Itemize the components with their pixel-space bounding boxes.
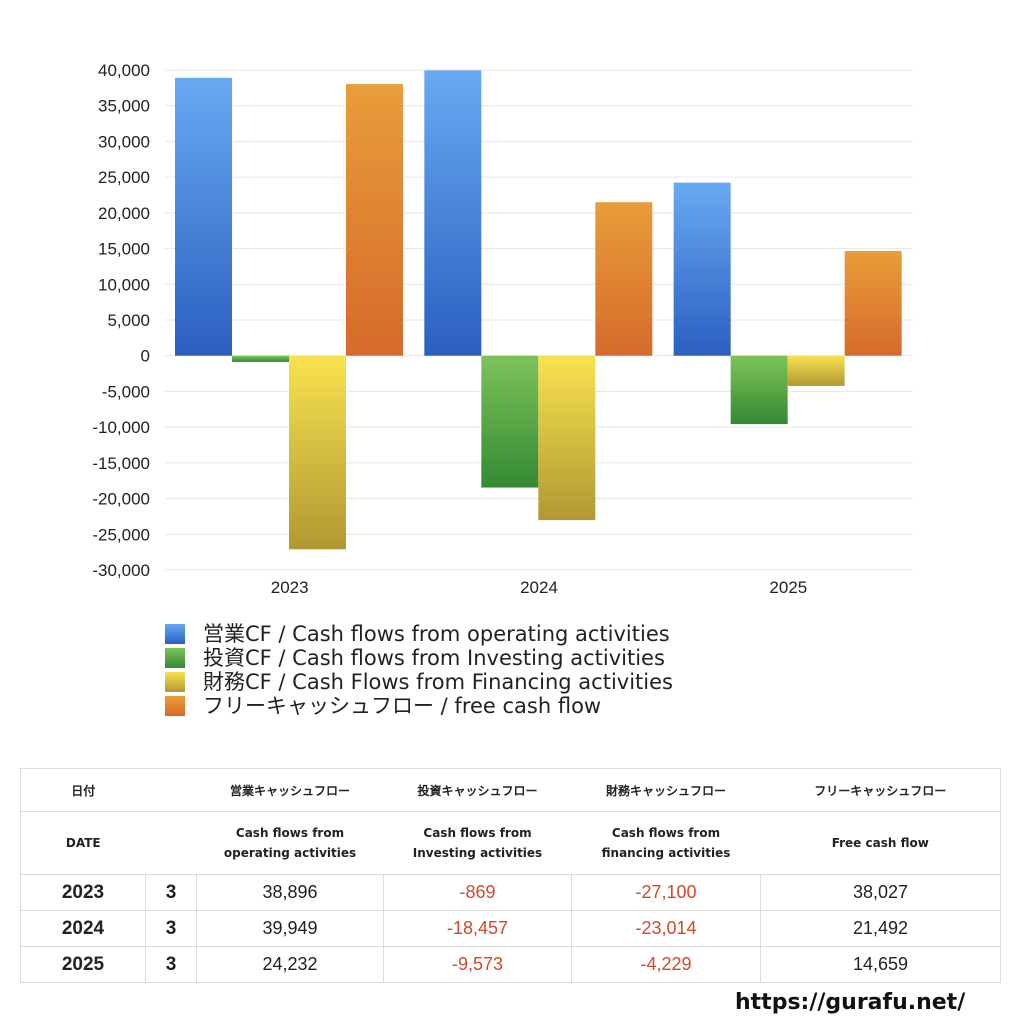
header-operating-ja: 営業キャッシュフロー: [196, 768, 384, 812]
y-tick-label: 0: [141, 347, 150, 366]
bar-1-2025: [673, 182, 731, 356]
legend-label-financing: 財務CF / Cash Flows from Financing activit…: [203, 670, 673, 694]
header-investing-en-line1: Cash flows from: [423, 826, 532, 840]
y-tick-label: -5,000: [102, 382, 150, 401]
legend-item-operating: 営業CF / Cash flows from operating activit…: [165, 622, 673, 646]
y-tick-label: 35,000: [98, 97, 150, 116]
table-row: 2025 3 24,232 -9,573 -4,229 14,659: [20, 946, 1001, 983]
bar-4-2025: [844, 251, 902, 356]
row-operating: 38,896: [196, 874, 384, 911]
row-year: 2023: [20, 874, 146, 911]
legend-label-operating: 営業CF / Cash flows from operating activit…: [203, 622, 670, 646]
cash-flow-table: 日付 営業キャッシュフロー 投資キャッシュフロー 財務キャッシュフロー フリーキ…: [20, 768, 1001, 983]
header-financing-en-line2: financing activities: [601, 846, 731, 860]
header-investing-en-line2: Investing activities: [412, 846, 543, 860]
y-tick-label: 20,000: [98, 204, 150, 223]
row-operating: 24,232: [196, 946, 384, 983]
table-header-ja: 日付 営業キャッシュフロー 投資キャッシュフロー 財務キャッシュフロー フリーキ…: [20, 768, 1001, 812]
row-investing: -869: [383, 874, 572, 911]
y-tick-label: -25,000: [92, 525, 150, 544]
header-date-ja: 日付: [20, 768, 146, 812]
header-operating-en: Cash flows from operating activities: [196, 811, 384, 875]
bar-3-2024: [538, 355, 596, 521]
bar-2-2023: [232, 355, 289, 362]
row-free: 38,027: [760, 874, 1001, 911]
y-tick-label: 5,000: [107, 311, 150, 330]
row-month: 3: [145, 910, 197, 947]
header-financing-en-line1: Cash flows from: [611, 826, 721, 840]
bar-1-2024: [424, 70, 482, 356]
row-month: 3: [145, 874, 197, 911]
row-month: 3: [145, 946, 197, 983]
table-header-en: DATE Cash flows from operating activities…: [20, 811, 1001, 875]
x-tick-label: 2023: [271, 578, 309, 597]
bar-3-2025: [787, 355, 845, 386]
header-spacer: [145, 768, 197, 812]
bar-2-2024: [481, 355, 539, 488]
legend-item-free: フリーキャッシュフロー / free cash flow: [165, 694, 673, 718]
row-year: 2025: [20, 946, 146, 983]
table-row: 2023 3 38,896 -869 -27,100 38,027: [20, 874, 1001, 911]
y-tick-label: 40,000: [98, 61, 150, 80]
x-axis-ticks: 2023 2024 2025: [271, 578, 807, 597]
y-tick-label: -30,000: [92, 561, 150, 580]
y-tick-label: 15,000: [98, 240, 150, 259]
y-axis-ticks: 40,000 35,000 30,000 25,000 20,000 15,000 10,0…: [92, 61, 150, 580]
header-free-ja: フリーキャッシュフロー: [760, 768, 1001, 812]
header-operating-en-line1: Cash flows from: [235, 826, 345, 840]
row-free: 21,492: [760, 910, 1001, 947]
site-url[interactable]: https://gurafu.net/: [735, 990, 966, 1015]
row-financing: -27,100: [571, 874, 761, 911]
x-tick-label: 2025: [769, 578, 807, 597]
bar-4-2024: [595, 202, 653, 356]
x-tick-label: 2024: [520, 578, 558, 597]
legend-swatch-free: [165, 696, 185, 716]
y-tick-label: 10,000: [98, 275, 150, 294]
legend-label-investing: 投資CF / Cash flows from Investing activit…: [203, 646, 665, 670]
bar-4-2023: [346, 84, 403, 356]
row-operating: 39,949: [196, 910, 384, 947]
bars: [175, 70, 902, 550]
legend-item-financing: 財務CF / Cash Flows from Financing activit…: [165, 670, 673, 694]
header-date-en: DATE: [20, 811, 146, 875]
y-tick-label: 30,000: [98, 132, 150, 151]
row-free: 14,659: [760, 946, 1001, 983]
row-financing: -23,014: [571, 910, 761, 947]
bar-2-2025: [730, 355, 788, 425]
y-tick-label: -15,000: [92, 454, 150, 473]
header-investing-en: Cash flows from Investing activities: [383, 811, 572, 875]
legend-swatch-financing: [165, 672, 185, 692]
row-investing: -18,457: [383, 910, 572, 947]
y-tick-label: -10,000: [92, 418, 150, 437]
header-financing-ja: 財務キャッシュフロー: [571, 768, 761, 812]
header-operating-en-line2: operating activities: [223, 846, 357, 860]
legend-label-free: フリーキャッシュフロー / free cash flow: [203, 694, 602, 718]
header-financing-en: Cash flows from financing activities: [571, 811, 761, 875]
row-investing: -9,573: [383, 946, 572, 983]
legend-swatch-investing: [165, 648, 185, 668]
cash-flow-bar-chart: 40,000 35,000 30,000 25,000 20,000 15,000 10,0…: [92, 61, 913, 597]
bar-1-2023: [175, 77, 232, 356]
y-tick-label: 25,000: [98, 168, 150, 187]
table-row: 2024 3 39,949 -18,457 -23,014 21,492: [20, 910, 1001, 947]
legend-swatch-operating: [165, 624, 185, 644]
chart-legend: 営業CF / Cash flows from operating activit…: [165, 622, 673, 718]
header-investing-ja: 投資キャッシュフロー: [383, 768, 572, 812]
bar-3-2023: [289, 355, 346, 550]
row-year: 2024: [20, 910, 146, 947]
row-financing: -4,229: [571, 946, 761, 983]
header-spacer-en: [145, 811, 197, 875]
header-free-en: Free cash flow: [760, 811, 1001, 875]
y-tick-label: -20,000: [92, 490, 150, 509]
legend-item-investing: 投資CF / Cash flows from Investing activit…: [165, 646, 673, 670]
